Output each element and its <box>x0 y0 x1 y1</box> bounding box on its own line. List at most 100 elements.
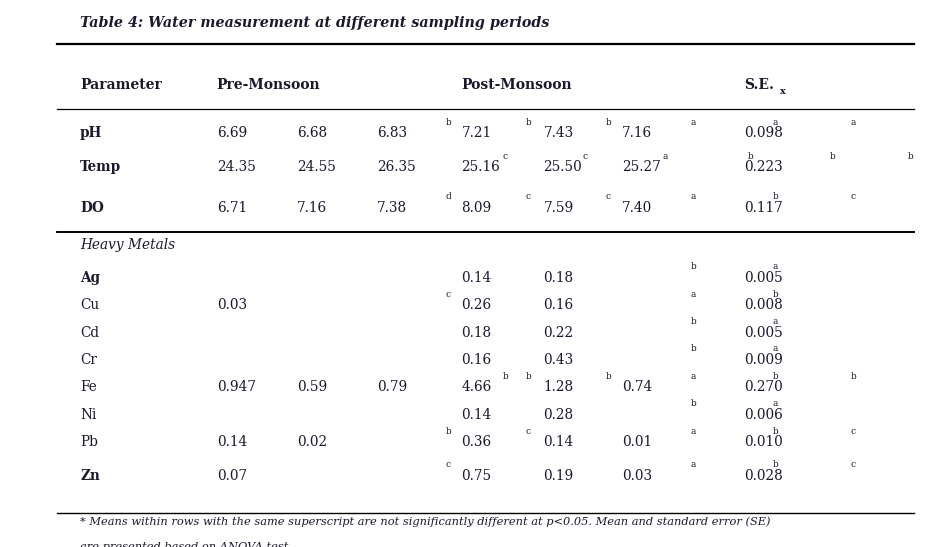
Text: 24.55: 24.55 <box>297 160 335 174</box>
Text: b: b <box>830 152 836 161</box>
Text: are presented based on ANOVA test.: are presented based on ANOVA test. <box>80 542 292 547</box>
Text: 6.68: 6.68 <box>297 126 327 141</box>
Text: Cd: Cd <box>80 325 99 340</box>
Text: 0.14: 0.14 <box>544 435 574 449</box>
Text: 0.18: 0.18 <box>544 271 574 285</box>
Text: b: b <box>503 372 509 381</box>
Text: 7.43: 7.43 <box>544 126 574 141</box>
Text: 0.18: 0.18 <box>462 325 492 340</box>
Text: Temp: Temp <box>80 160 122 174</box>
Text: 0.75: 0.75 <box>462 469 492 483</box>
Text: 0.005: 0.005 <box>744 325 783 340</box>
Text: DO: DO <box>80 201 104 215</box>
Text: a: a <box>772 399 778 408</box>
Text: 7.59: 7.59 <box>544 201 574 215</box>
Text: 0.14: 0.14 <box>462 271 492 285</box>
Text: Ni: Ni <box>80 408 96 422</box>
Text: 0.117: 0.117 <box>744 201 783 215</box>
Text: a: a <box>690 427 696 435</box>
Text: 0.03: 0.03 <box>622 469 652 483</box>
Text: 0.43: 0.43 <box>544 353 574 367</box>
Text: a: a <box>663 152 669 161</box>
Text: 24.35: 24.35 <box>217 160 255 174</box>
Text: 6.71: 6.71 <box>217 201 247 215</box>
Text: 25.27: 25.27 <box>622 160 660 174</box>
Text: b: b <box>526 118 531 127</box>
Text: 0.947: 0.947 <box>217 380 255 394</box>
Text: c: c <box>851 427 855 435</box>
Text: x: x <box>780 87 786 96</box>
Text: Parameter: Parameter <box>80 78 162 92</box>
Text: a: a <box>851 118 856 127</box>
Text: b: b <box>748 152 754 161</box>
Text: b: b <box>446 427 451 435</box>
Text: 0.07: 0.07 <box>217 469 247 483</box>
Text: d: d <box>446 193 451 201</box>
Text: a: a <box>772 118 778 127</box>
Text: b: b <box>526 372 531 381</box>
Text: a: a <box>772 317 778 326</box>
Text: 0.26: 0.26 <box>462 298 492 312</box>
Text: 0.79: 0.79 <box>377 380 407 394</box>
Text: 0.223: 0.223 <box>744 160 783 174</box>
Text: 0.028: 0.028 <box>744 469 783 483</box>
Text: 0.16: 0.16 <box>462 353 492 367</box>
Text: b: b <box>851 372 856 381</box>
Text: a: a <box>690 193 696 201</box>
Text: b: b <box>772 193 778 201</box>
Text: 7.38: 7.38 <box>377 201 407 215</box>
Text: c: c <box>446 461 450 469</box>
Text: b: b <box>772 290 778 299</box>
Text: a: a <box>690 118 696 127</box>
Text: 0.270: 0.270 <box>744 380 783 394</box>
Text: 25.16: 25.16 <box>462 160 500 174</box>
Text: 26.35: 26.35 <box>377 160 415 174</box>
Text: pH: pH <box>80 126 103 141</box>
Text: Zn: Zn <box>80 469 100 483</box>
Text: a: a <box>690 290 696 299</box>
Text: c: c <box>503 152 508 161</box>
Text: 6.69: 6.69 <box>217 126 247 141</box>
Text: 0.36: 0.36 <box>462 435 492 449</box>
Text: 0.009: 0.009 <box>744 353 783 367</box>
Text: 0.22: 0.22 <box>544 325 574 340</box>
Text: Ag: Ag <box>80 271 100 285</box>
Text: 4.66: 4.66 <box>462 380 492 394</box>
Text: b: b <box>606 372 611 381</box>
Text: b: b <box>690 263 696 271</box>
Text: S.E.: S.E. <box>744 78 774 92</box>
Text: 0.28: 0.28 <box>544 408 574 422</box>
Text: Cr: Cr <box>80 353 97 367</box>
Text: Fe: Fe <box>80 380 97 394</box>
Text: a: a <box>772 263 778 271</box>
Text: 0.74: 0.74 <box>622 380 652 394</box>
Text: 0.02: 0.02 <box>297 435 327 449</box>
Text: c: c <box>606 193 610 201</box>
Text: 0.03: 0.03 <box>217 298 247 312</box>
Text: 0.008: 0.008 <box>744 298 783 312</box>
Text: Table 4: Water measurement at different sampling periods: Table 4: Water measurement at different … <box>80 16 549 31</box>
Text: c: c <box>583 152 588 161</box>
Text: b: b <box>772 461 778 469</box>
Text: Pre-Monsoon: Pre-Monsoon <box>217 78 320 92</box>
Text: b: b <box>772 372 778 381</box>
Text: c: c <box>851 461 855 469</box>
Text: Post-Monsoon: Post-Monsoon <box>462 78 572 92</box>
Text: b: b <box>690 317 696 326</box>
Text: a: a <box>772 345 778 353</box>
Text: 0.098: 0.098 <box>744 126 783 141</box>
Text: 0.14: 0.14 <box>217 435 247 449</box>
Text: b: b <box>690 345 696 353</box>
Text: b: b <box>908 152 914 161</box>
Text: 0.006: 0.006 <box>744 408 783 422</box>
Text: c: c <box>446 290 450 299</box>
Text: * Means within rows with the same superscript are not significantly different at: * Means within rows with the same supers… <box>80 517 771 527</box>
Text: 0.16: 0.16 <box>544 298 574 312</box>
Text: b: b <box>690 399 696 408</box>
Text: b: b <box>772 427 778 435</box>
Text: 0.01: 0.01 <box>622 435 652 449</box>
Text: 1.28: 1.28 <box>544 380 574 394</box>
Text: 7.16: 7.16 <box>297 201 327 215</box>
Text: 0.005: 0.005 <box>744 271 783 285</box>
Text: 0.010: 0.010 <box>744 435 783 449</box>
